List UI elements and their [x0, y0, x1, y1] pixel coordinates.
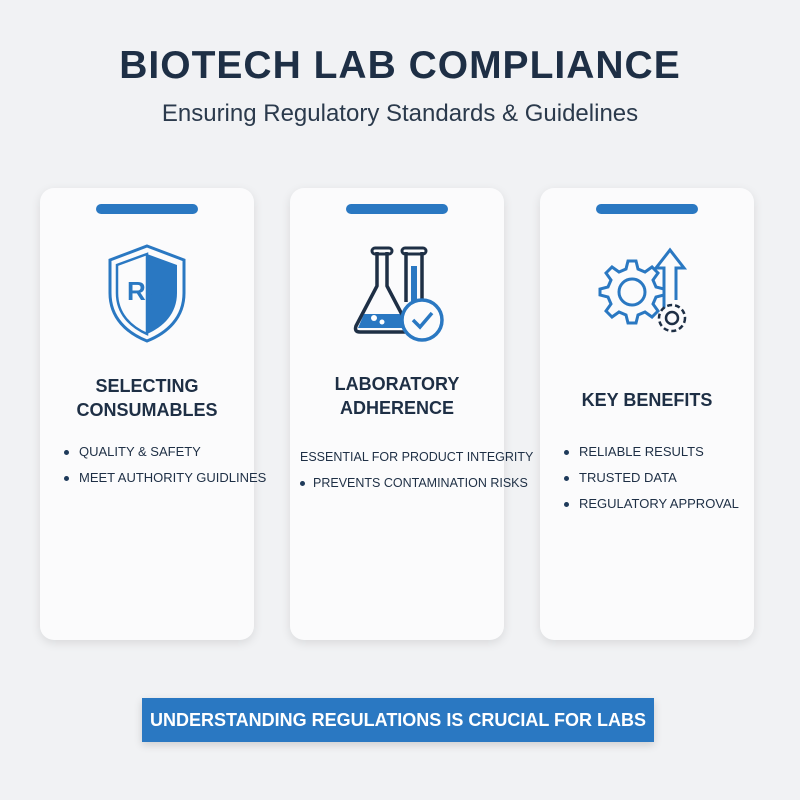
card-title: LABORATORY ADHERENCE: [290, 372, 504, 420]
list-item: MEET AUTHORITY GUIDLINES: [64, 465, 278, 491]
shield-rc-icon: RC: [108, 244, 186, 343]
list-item: TRUSTED DATA: [564, 465, 778, 491]
card-title-line: CONSUMABLES: [76, 400, 218, 420]
list-item-text: TRUSTED DATA: [579, 470, 677, 485]
card-accent-bar: [346, 204, 448, 214]
shield-icon-text: RC: [127, 276, 165, 306]
bullet-icon: [300, 481, 305, 487]
page-subtitle: Ensuring Regulatory Standards & Guidelin…: [161, 100, 639, 127]
card-list: ESSENTIAL FOR PRODUCT INTEGRITY PREVENTS…: [290, 444, 533, 496]
list-item: REGULATORY APPROVAL: [564, 491, 778, 517]
bullet-icon: [64, 476, 69, 482]
bullet-icon: [564, 476, 569, 482]
page-title: BIOTECH LAB COMPLIANCE: [119, 44, 681, 87]
card-list: QUALITY & SAFETY MEET AUTHORITY GUIDLINE…: [40, 439, 278, 491]
list-item-text: RELIABLE RESULTS: [579, 444, 704, 459]
list-item: RELIABLE RESULTS: [564, 439, 778, 465]
card-title-line: ADHERENCE: [339, 398, 454, 418]
bullet-icon: [564, 502, 569, 508]
list-item: QUALITY & SAFETY: [64, 439, 278, 465]
list-item-text: REGULATORY APPROVAL: [579, 496, 739, 511]
list-item-text: MEET AUTHORITY GUIDLINES: [79, 470, 267, 485]
card-list: RELIABLE RESULTS TRUSTED DATA REGULATORY…: [540, 439, 778, 517]
card-title-line: LABORATORY: [334, 374, 460, 394]
card-selecting-consumables: RC SELECTING CONSUMABLES QUALITY & SAFET…: [40, 188, 266, 640]
list-item-text: ESSENTIAL FOR PRODUCT INTEGRITY: [300, 450, 534, 464]
card-title: KEY BENEFITS: [581, 390, 713, 410]
bullet-icon: [564, 450, 569, 456]
list-item: PREVENTS CONTAMINATION RISKS: [300, 470, 528, 496]
card-accent-bar: [96, 204, 198, 214]
card-title-line: SELECTING: [95, 376, 199, 396]
bullet-icon: [64, 450, 69, 456]
card-key-benefits: KEY BENEFITS RELIABLE RESULTS TRUSTED DA…: [540, 188, 754, 640]
card-laboratory-adherence: LABORATORY ADHERENCE ESSENTIAL FOR PRODU…: [290, 188, 533, 640]
gears-arrow-up-icon: [598, 247, 688, 333]
lab-flask-check-icon: [353, 246, 444, 342]
list-item: ESSENTIAL FOR PRODUCT INTEGRITY: [300, 444, 533, 470]
footer-banner: UNDERSTANDING REGULATIONS IS CRUCIAL FOR…: [142, 698, 654, 742]
list-item-text: PREVENTS CONTAMINATION RISKS: [313, 476, 528, 490]
card-title: SELECTING CONSUMABLES: [40, 374, 254, 422]
list-item-text: QUALITY & SAFETY: [79, 444, 201, 459]
card-accent-bar: [596, 204, 698, 214]
